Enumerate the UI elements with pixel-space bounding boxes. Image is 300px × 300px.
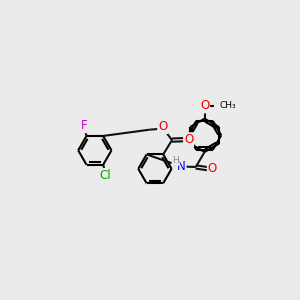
Text: O: O (208, 162, 217, 175)
Text: N: N (177, 160, 186, 173)
Text: CH₃: CH₃ (219, 101, 236, 110)
Text: O: O (158, 120, 167, 133)
Text: O: O (200, 100, 209, 112)
Text: Cl: Cl (100, 169, 111, 182)
Text: F: F (81, 119, 88, 132)
Text: O: O (184, 133, 193, 146)
Text: H: H (172, 156, 179, 165)
